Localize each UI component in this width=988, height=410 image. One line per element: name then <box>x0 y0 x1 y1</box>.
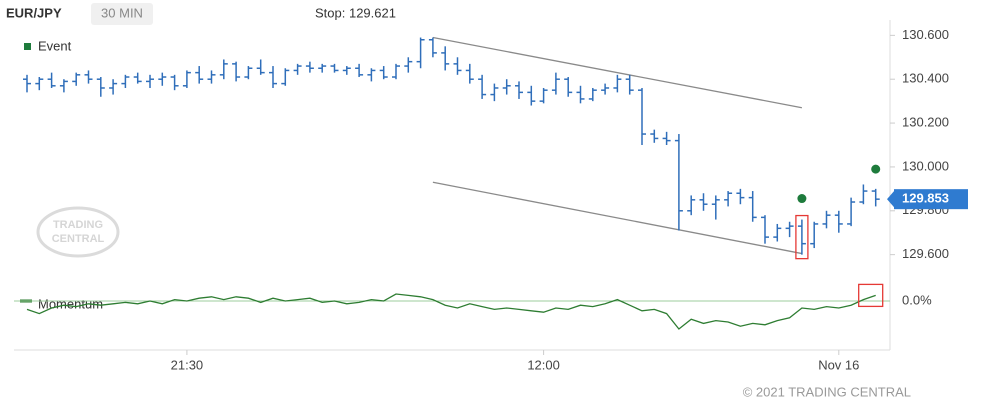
x-tick-label: 12:00 <box>527 357 560 372</box>
symbol: EUR/JPY <box>6 5 62 20</box>
interval: 30 MIN <box>101 5 143 20</box>
channel-line <box>432 181 803 255</box>
momentum-line <box>26 293 876 330</box>
stop-label: Stop: 129.621 <box>315 5 396 20</box>
legend-label: Event <box>38 38 72 53</box>
event-dot <box>797 194 807 204</box>
legend-swatch <box>24 43 31 50</box>
event-dot <box>871 164 881 174</box>
highlight-box <box>858 283 884 308</box>
price-box <box>894 189 968 210</box>
watermark-ring <box>36 206 120 258</box>
y-tick-label: 130.200 <box>902 115 949 130</box>
x-tick-label: Nov 16 <box>818 357 859 372</box>
x-tick-label: 21:30 <box>171 357 204 372</box>
y-tick-label: 130.000 <box>902 158 949 173</box>
highlight-box <box>795 214 809 260</box>
y-tick-label: 129.600 <box>902 246 949 261</box>
price-pointer <box>887 191 894 208</box>
watermark-text: CENTRAL <box>52 233 105 245</box>
watermark-text: TRADING <box>53 219 103 231</box>
watermark: TRADING CENTRAL <box>36 206 120 258</box>
y-tick-label: 130.600 <box>902 27 949 42</box>
y-tick-label: 130.400 <box>902 71 949 86</box>
channel-line <box>432 36 803 109</box>
copyright: © 2021 TRADING CENTRAL <box>743 384 911 399</box>
y-tick-label: 0.0% <box>902 292 932 307</box>
last-price: 129.853 <box>902 191 949 206</box>
interval-pill <box>91 3 153 25</box>
